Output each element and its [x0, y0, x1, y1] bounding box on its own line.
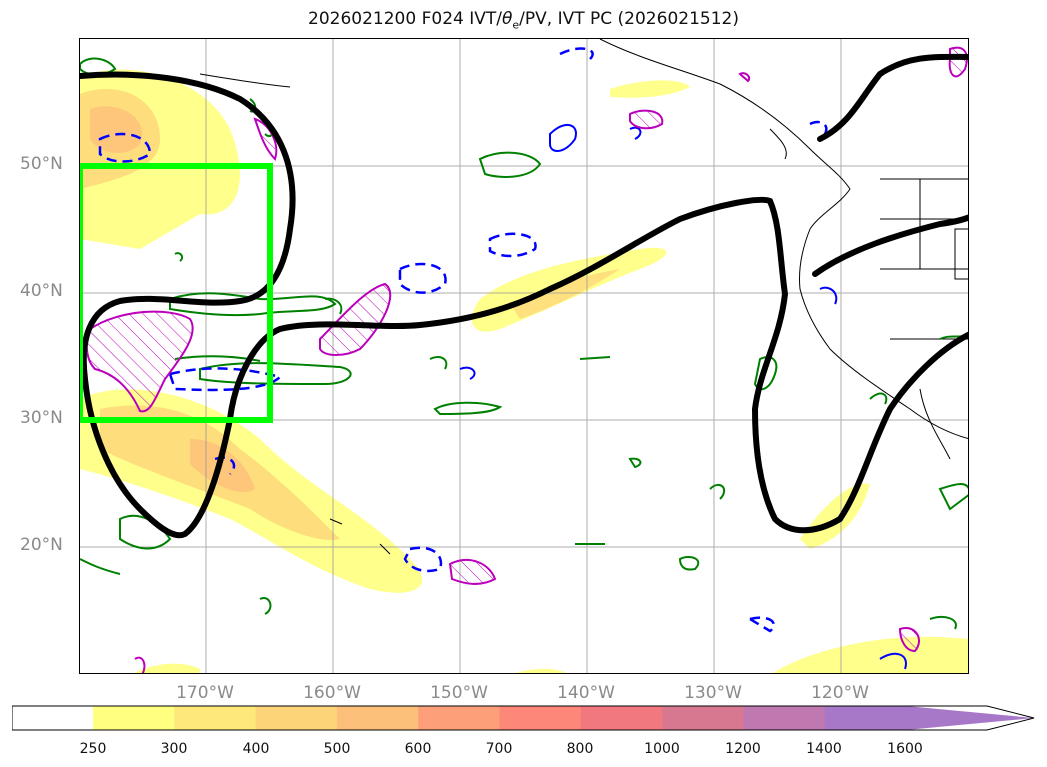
lat-label-20n: 20°N — [20, 535, 63, 555]
lon-label-170w: 170°W — [176, 683, 234, 703]
colorbar-swatch — [824, 706, 907, 730]
theta-e-contours — [80, 57, 968, 630]
colorbar-tick-700: 700 — [485, 741, 513, 757]
lon-label-150w: 150°W — [430, 683, 488, 703]
colorbar-tick-600: 600 — [404, 741, 432, 757]
colorbar-tick-400: 400 — [242, 741, 270, 757]
lat-label-40n: 40°N — [20, 281, 63, 301]
colorbar-swatch — [743, 706, 826, 730]
lat-label-50n: 50°N — [20, 154, 63, 174]
colorbar-swatches — [93, 706, 1034, 730]
colorbar-under — [12, 706, 93, 730]
colorbar — [12, 705, 1035, 731]
highlight-box — [80, 163, 273, 423]
lon-label-160w: 160°W — [303, 683, 361, 703]
colorbar-tick-250: 250 — [79, 741, 107, 757]
chart-title: 2026021200 F024 IVT/θe/PV, IVT PC (20260… — [308, 9, 739, 32]
colorbar-tick-800: 800 — [566, 741, 594, 757]
map-canvas — [80, 39, 968, 673]
colorbar-tick-1600: 1600 — [887, 741, 923, 757]
colorbar-swatch — [580, 706, 663, 730]
ivt-shading — [80, 69, 968, 673]
lon-label-140w: 140°W — [557, 683, 615, 703]
colorbar-tick-300: 300 — [160, 741, 188, 757]
pv-positive-contours — [85, 46, 968, 673]
colorbar-swatch — [93, 706, 175, 730]
colorbar-swatch — [336, 706, 419, 730]
colorbar-swatch — [174, 706, 257, 730]
colorbar-swatch — [418, 706, 500, 730]
colorbar-tick-500: 500 — [323, 741, 351, 757]
map-panel — [79, 38, 969, 674]
colorbar-swatch — [255, 706, 338, 730]
colorbar-tick-1000: 1000 — [644, 741, 680, 757]
lon-label-120w: 120°W — [811, 683, 869, 703]
colorbar-tick-1400: 1400 — [806, 741, 842, 757]
pv-blue-solid-contours — [459, 124, 907, 670]
colorbar-extend-max — [906, 706, 1034, 730]
colorbar-tick-1200: 1200 — [725, 741, 761, 757]
lon-label-130w: 130°W — [684, 683, 742, 703]
colorbar-swatch — [499, 706, 582, 730]
colorbar-swatch — [662, 706, 744, 730]
lat-label-30n: 30°N — [20, 408, 63, 428]
ivt-pc-contours — [80, 53, 968, 539]
